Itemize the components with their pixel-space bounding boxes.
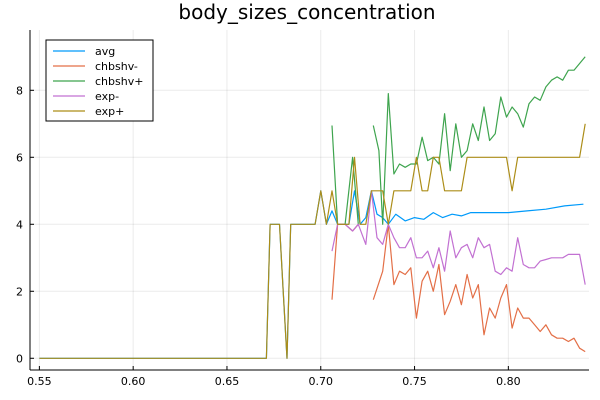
legend-label-avg: avg: [95, 45, 115, 58]
x-tick-label: 0.80: [496, 375, 521, 388]
series-line-chbshv-: [331, 223, 359, 300]
y-axis-ticks: 0 2 4 6 8: [16, 84, 34, 365]
x-tick-label: 0.70: [309, 375, 334, 388]
x-axis-ticks: 0.55 0.60 0.65 0.70 0.75 0.80: [27, 366, 521, 388]
y-tick-label: 8: [16, 84, 23, 97]
series-line-exp-: [331, 190, 586, 285]
y-tick-label: 4: [16, 218, 23, 231]
axes: [29, 30, 589, 371]
legend-label-chbshv+: chbshv+: [95, 75, 143, 88]
series-line-chbshv+: [372, 56, 586, 225]
legend-label-exp-: exp-: [95, 90, 119, 103]
y-tick-label: 6: [16, 151, 23, 164]
x-tick-label: 0.65: [215, 375, 240, 388]
legend-label-exp+: exp+: [95, 105, 124, 118]
y-tick-label: 0: [16, 352, 23, 365]
legend-label-chbshv-: chbshv-: [95, 60, 138, 73]
series-line-exp+: [39, 123, 586, 359]
series-line-chbshv-: [372, 223, 586, 353]
x-tick-label: 0.75: [402, 375, 427, 388]
x-tick-label: 0.60: [121, 375, 146, 388]
series-line-avg: [39, 190, 584, 359]
chart-title: body_sizes_concentration: [178, 0, 435, 24]
legend: avg chbshv-chbshv+ exp-exp+: [45, 39, 154, 122]
series-group: [39, 56, 586, 359]
series-line-chbshv+: [331, 125, 359, 225]
x-tick-label: 0.55: [27, 375, 52, 388]
y-tick-label: 2: [16, 285, 23, 298]
